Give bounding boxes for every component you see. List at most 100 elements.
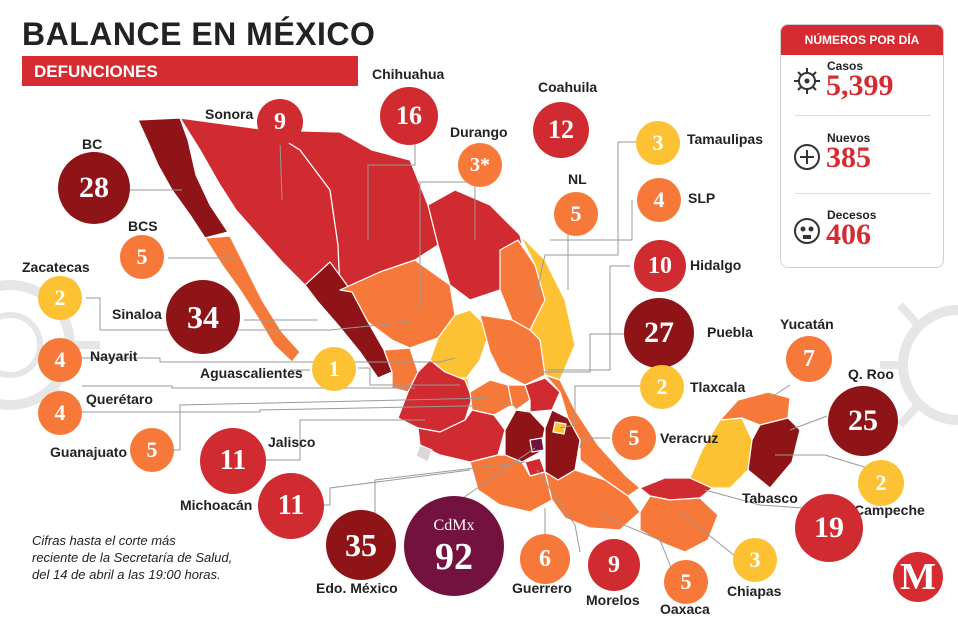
title-bold: MÉXICO <box>246 16 376 52</box>
bubble-morelos: 9 <box>588 539 640 591</box>
bubble-tabasco: 19 <box>795 494 863 562</box>
milenio-logo: M <box>893 552 943 602</box>
bubble-chiapas: 3 <box>733 538 777 582</box>
stat-value-decesos: 406 <box>826 218 871 251</box>
cdmx-value: 92 <box>435 536 473 578</box>
bubble-ags: 1 <box>312 347 356 391</box>
skull-icon <box>794 218 820 244</box>
label-sinaloa: Sinaloa <box>112 306 162 322</box>
bubble-hidalgo: 10 <box>634 240 686 292</box>
label-michoacan: Michoacán <box>180 497 253 513</box>
label-tlaxcala: Tlaxcala <box>690 379 746 395</box>
label-tabasco: Tabasco <box>742 490 798 506</box>
bubble-oaxaca: 5 <box>664 560 708 604</box>
state-qroo <box>747 417 801 489</box>
bubble-coahuila: 12 <box>533 102 589 158</box>
state-edomex <box>504 409 546 463</box>
label-nl: NL <box>568 171 587 187</box>
label-guerrero: Guerrero <box>512 580 572 596</box>
stat-label-nuevos: Nuevos <box>827 131 871 145</box>
label-ags: Aguascalientes <box>200 365 303 381</box>
state-queretaro <box>507 384 531 411</box>
bubble-campeche: 2 <box>858 460 904 506</box>
bubble-queretaro: 4 <box>38 391 82 435</box>
state-guanajuato <box>469 379 513 416</box>
label-durango: Durango <box>450 124 508 140</box>
label-yucatan: Yucatán <box>780 316 834 332</box>
bubble-bc: 28 <box>58 152 130 224</box>
bubble-sinaloa: 34 <box>166 280 240 354</box>
bubble-nl: 5 <box>554 192 598 236</box>
virus-icon <box>794 68 820 94</box>
label-morelos: Morelos <box>586 592 640 608</box>
label-bc: BC <box>82 136 103 152</box>
note-line: reciente de la Secretaría de Salud, <box>32 550 233 565</box>
label-oaxaca: Oaxaca <box>660 601 710 617</box>
stat-label-decesos: Decesos <box>827 208 877 222</box>
bubble-sonora: 9 <box>257 99 303 145</box>
bubble-zacatecas: 2 <box>38 276 82 320</box>
source-note: Cifras hasta el corte más reciente de la… <box>32 532 232 583</box>
bubble-nayarit: 4 <box>38 338 82 382</box>
label-chiapas: Chiapas <box>727 583 782 599</box>
label-guanajuato: Guanajuato <box>50 444 128 460</box>
label-sonora: Sonora <box>205 106 254 122</box>
divider <box>795 115 931 116</box>
state-yucatan <box>719 391 791 426</box>
stat-label-casos: Casos <box>827 59 864 73</box>
page-title: BALANCE EN MÉXICO <box>22 16 375 53</box>
title-light: BALANCE EN <box>22 16 247 52</box>
bubble-cdmx: CdMx 92 <box>404 496 504 596</box>
state-bc <box>137 117 229 239</box>
panel-header: NÚMEROS POR DÍA <box>781 25 943 55</box>
divider <box>795 193 931 194</box>
bubble-durango: 3* <box>458 143 502 187</box>
label-bcs: BCS <box>128 218 158 234</box>
state-campeche <box>689 417 753 489</box>
label-nayarit: Nayarit <box>90 348 138 364</box>
bubble-jalisco: 11 <box>200 428 266 494</box>
state-tlaxcala <box>552 421 567 435</box>
label-zacatecas: Zacatecas <box>22 259 90 275</box>
stat-value-nuevos: 385 <box>826 141 871 174</box>
bubble-puebla: 27 <box>624 298 694 368</box>
state-colima <box>415 444 433 463</box>
subtitle-label: DEFUNCIONES <box>34 62 158 81</box>
state-oaxaca <box>544 469 641 531</box>
label-puebla: Puebla <box>707 324 753 340</box>
label-jalisco: Jalisco <box>268 434 316 450</box>
subtitle-bar: DEFUNCIONES <box>22 56 358 86</box>
label-tamaulipas: Tamaulipas <box>687 131 763 147</box>
cdmx-label: CdMx <box>433 517 475 534</box>
bubble-chihuahua: 16 <box>380 87 438 145</box>
bubble-veracruz: 5 <box>612 416 656 460</box>
daily-numbers-panel: NÚMEROS POR DÍA Casos 5,399 Nuevos 385 D… <box>780 24 944 268</box>
label-veracruz: Veracruz <box>660 430 719 446</box>
bubble-qroo: 25 <box>828 386 898 456</box>
virus-background-icon <box>880 302 958 428</box>
bubble-guerrero: 6 <box>520 534 570 584</box>
label-hidalgo: Hidalgo <box>690 257 742 273</box>
bubble-michoacan: 11 <box>258 473 324 539</box>
bubble-guanajuato: 5 <box>130 428 174 472</box>
state-chiapas <box>639 495 719 553</box>
panel-title: NÚMEROS POR DÍA <box>804 33 920 47</box>
label-coahuila: Coahuila <box>538 79 598 95</box>
bubble-yucatan: 7 <box>786 336 832 382</box>
bubble-tamaulipas: 3 <box>636 121 680 165</box>
bubble-bcs: 5 <box>120 235 164 279</box>
plus-icon <box>794 144 820 170</box>
label-slp: SLP <box>688 190 716 206</box>
label-queretaro: Querétaro <box>86 391 153 407</box>
label-edomex: Edo. México <box>316 580 398 596</box>
note-line: del 14 de abril a las 19:00 horas. <box>32 567 221 582</box>
label-chihuahua: Chihuahua <box>372 66 445 82</box>
bubble-edomex: 35 <box>326 510 396 580</box>
label-campeche: Campeche <box>854 502 925 518</box>
note-line: Cifras hasta el corte más <box>32 533 176 548</box>
bubble-tlaxcala: 2 <box>640 365 684 409</box>
label-qroo: Q. Roo <box>848 366 894 382</box>
stat-value-casos: 5,399 <box>826 69 894 102</box>
bubble-slp: 4 <box>637 178 681 222</box>
